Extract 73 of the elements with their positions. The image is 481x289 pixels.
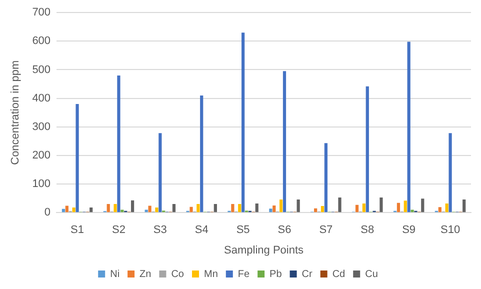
bar	[238, 204, 242, 212]
legend-label: Cd	[332, 268, 346, 280]
y-tick-label: 700	[32, 6, 51, 19]
x-axis-title: Sampling Points	[224, 244, 304, 256]
bar	[272, 205, 276, 212]
y-tick-label: 600	[32, 35, 51, 48]
bar	[410, 210, 414, 212]
bar	[404, 200, 407, 212]
bar	[144, 210, 148, 212]
bar	[445, 203, 448, 212]
bar	[366, 86, 369, 212]
y-tick-label: 300	[32, 120, 51, 133]
bar	[407, 42, 410, 212]
x-tick-label: S1	[70, 224, 84, 236]
x-tick-label: S2	[112, 224, 126, 236]
x-tick-label: S6	[278, 224, 292, 236]
bar	[421, 198, 424, 212]
bar	[242, 32, 245, 212]
bar	[380, 197, 383, 212]
legend-label: Mn	[204, 268, 218, 280]
bar	[65, 206, 68, 212]
bar	[172, 204, 176, 212]
legend-label: Ni	[110, 268, 120, 280]
bar	[190, 206, 193, 212]
bar	[396, 202, 400, 212]
legend-label: Pb	[270, 268, 282, 280]
bar	[438, 207, 442, 212]
bar	[338, 197, 342, 212]
x-tick-label: S4	[194, 224, 208, 236]
bar	[279, 199, 283, 212]
x-tick-label: S3	[153, 224, 167, 236]
bar	[114, 204, 117, 212]
bar	[158, 133, 162, 212]
legend-label: Zn	[140, 268, 152, 280]
bar	[155, 207, 158, 212]
bar	[362, 203, 366, 212]
bar	[120, 210, 124, 212]
bar	[130, 200, 134, 212]
legend-label: Co	[171, 268, 184, 280]
bar	[355, 204, 359, 212]
legend-label: Cr	[302, 268, 314, 280]
bar	[231, 204, 234, 212]
bar	[76, 104, 79, 212]
y-axis-title: Concentration in ppm	[10, 60, 22, 165]
y-tick-label: 200	[32, 149, 51, 162]
bar	[200, 95, 204, 212]
x-tick-label: S8	[360, 224, 374, 236]
bar	[255, 203, 258, 212]
bar	[214, 204, 217, 212]
bar	[296, 199, 300, 212]
bar	[324, 143, 328, 212]
bar	[196, 204, 200, 212]
bar	[320, 206, 324, 212]
y-tick-label: 0	[44, 206, 51, 219]
bar	[148, 206, 152, 212]
x-tick-label: S7	[319, 224, 333, 236]
bar	[106, 204, 110, 212]
bar	[282, 71, 286, 212]
bar	[462, 199, 466, 212]
bar	[269, 208, 272, 212]
bar	[448, 133, 452, 212]
x-tick-label: S9	[402, 224, 416, 236]
legend-label: Fe	[238, 268, 250, 280]
bar	[117, 75, 120, 212]
bar	[62, 208, 66, 212]
bar	[72, 207, 76, 212]
y-tick-label: 500	[32, 64, 51, 76]
bar	[90, 207, 93, 212]
x-tick-label: S10	[440, 224, 460, 236]
y-tick-label: 100	[32, 178, 51, 190]
y-tick-label: 400	[32, 92, 51, 104]
x-tick-label: S5	[236, 224, 250, 236]
legend-label: Cu	[365, 268, 378, 280]
